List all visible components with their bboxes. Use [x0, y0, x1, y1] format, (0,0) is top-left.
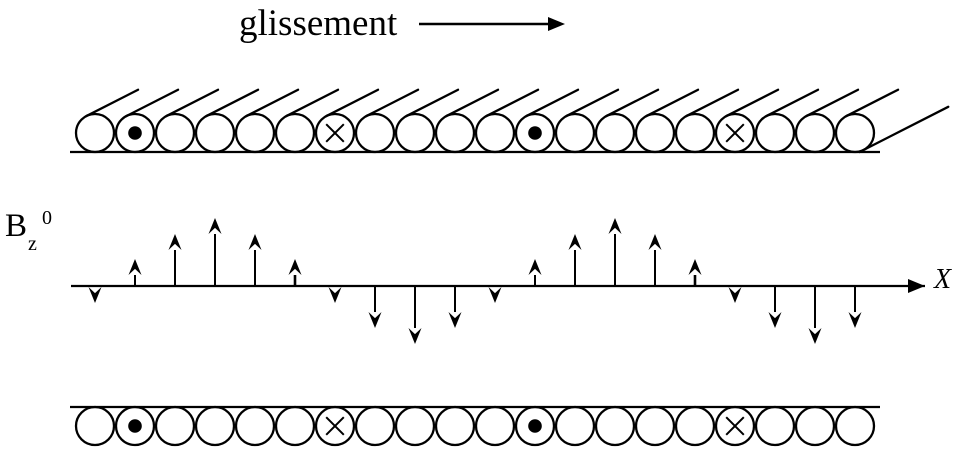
svg-text:B: B [5, 208, 27, 244]
svg-text:glissement: glissement [239, 3, 398, 44]
svg-text:X: X [933, 264, 952, 295]
svg-text:0: 0 [42, 207, 52, 229]
svg-text:z: z [28, 233, 37, 255]
